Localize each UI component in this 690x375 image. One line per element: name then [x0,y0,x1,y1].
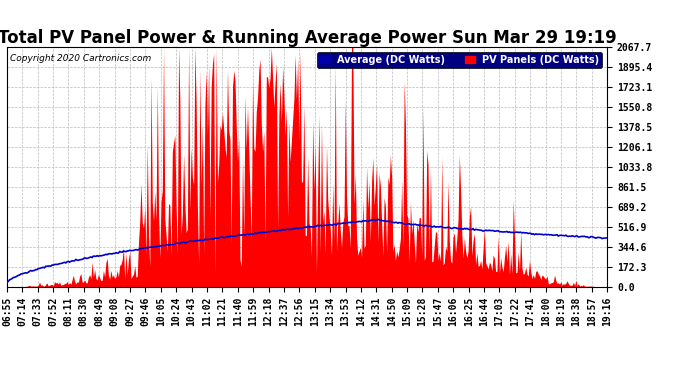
Legend: Average (DC Watts), PV Panels (DC Watts): Average (DC Watts), PV Panels (DC Watts) [317,52,602,68]
Text: Copyright 2020 Cartronics.com: Copyright 2020 Cartronics.com [10,54,151,63]
Title: Total PV Panel Power & Running Average Power Sun Mar 29 19:19: Total PV Panel Power & Running Average P… [0,29,616,47]
